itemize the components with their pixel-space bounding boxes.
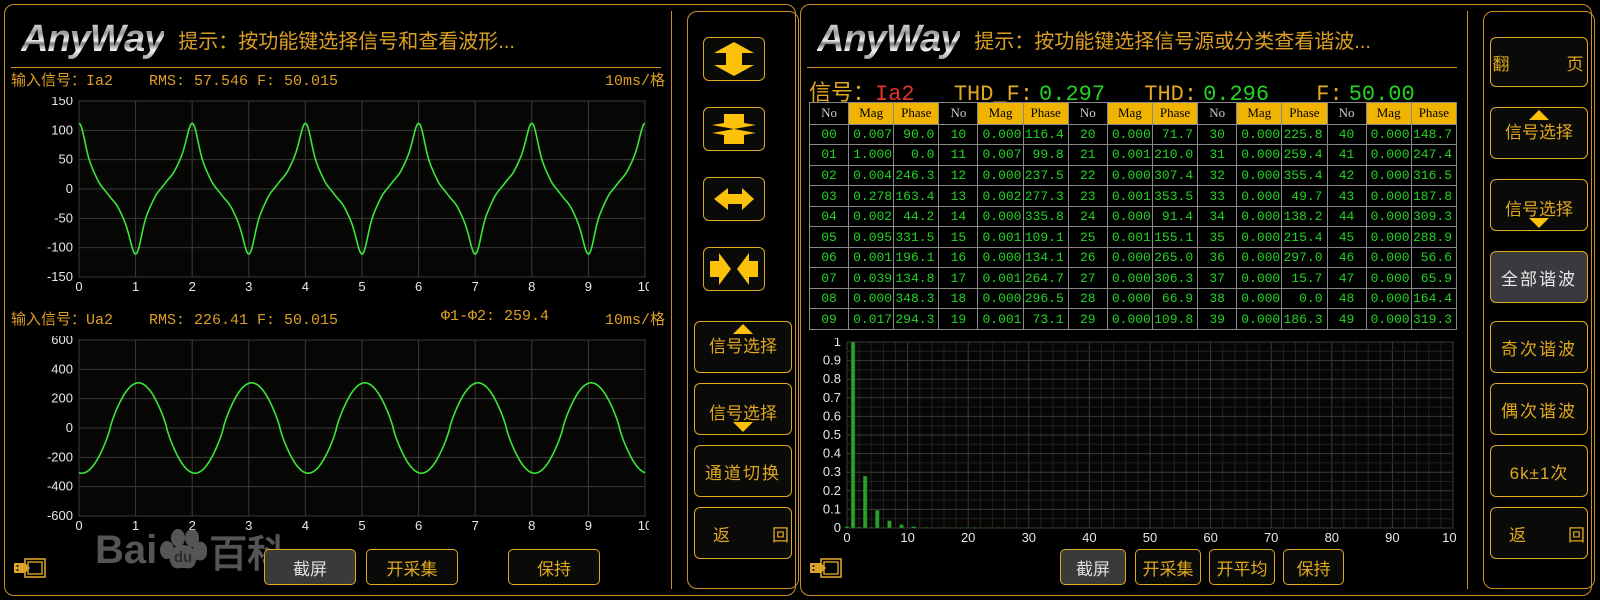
svg-text:60: 60 <box>1203 530 1217 545</box>
svg-text:50: 50 <box>1143 530 1157 545</box>
svg-text:0: 0 <box>843 530 850 545</box>
svg-text:0.4: 0.4 <box>823 446 841 461</box>
svg-text:400: 400 <box>51 361 73 376</box>
svg-text:20: 20 <box>961 530 975 545</box>
svg-text:0.5: 0.5 <box>823 427 841 442</box>
svg-text:-200: -200 <box>47 449 73 464</box>
svg-text:0: 0 <box>834 520 841 535</box>
svg-text:0: 0 <box>66 181 73 196</box>
svg-text:0.7: 0.7 <box>823 390 841 405</box>
svg-text:0: 0 <box>75 279 82 294</box>
svg-text:7: 7 <box>472 518 479 533</box>
svg-text:7: 7 <box>472 279 479 294</box>
svg-text:-50: -50 <box>54 210 73 225</box>
svg-text:10: 10 <box>900 530 914 545</box>
svg-text:10: 10 <box>638 279 649 294</box>
svg-text:100: 100 <box>51 122 73 137</box>
svg-text:0: 0 <box>66 420 73 435</box>
svg-text:6: 6 <box>415 518 422 533</box>
svg-text:0.8: 0.8 <box>823 371 841 386</box>
svg-text:100: 100 <box>1442 530 1457 545</box>
svg-text:70: 70 <box>1264 530 1278 545</box>
svg-text:0: 0 <box>75 518 82 533</box>
svg-text:-600: -600 <box>47 508 73 523</box>
svg-text:4: 4 <box>302 518 309 533</box>
svg-text:3: 3 <box>245 279 252 294</box>
svg-text:600: 600 <box>51 336 73 347</box>
svg-text:2: 2 <box>189 279 196 294</box>
svg-text:150: 150 <box>51 97 73 108</box>
svg-text:8: 8 <box>528 518 535 533</box>
svg-text:6: 6 <box>415 279 422 294</box>
svg-text:40: 40 <box>1082 530 1096 545</box>
svg-text:0.3: 0.3 <box>823 464 841 479</box>
svg-text:9: 9 <box>585 279 592 294</box>
svg-text:5: 5 <box>358 279 365 294</box>
svg-text:9: 9 <box>585 518 592 533</box>
svg-text:-150: -150 <box>47 269 73 284</box>
svg-text:5: 5 <box>358 518 365 533</box>
svg-text:1: 1 <box>834 338 841 349</box>
svg-text:1: 1 <box>132 279 139 294</box>
svg-text:0.2: 0.2 <box>823 483 841 498</box>
svg-text:30: 30 <box>1022 530 1036 545</box>
svg-text:-100: -100 <box>47 240 73 255</box>
svg-text:0.9: 0.9 <box>823 353 841 368</box>
svg-text:-400: -400 <box>47 479 73 494</box>
svg-text:8: 8 <box>528 279 535 294</box>
svg-text:10: 10 <box>638 518 649 533</box>
svg-text:4: 4 <box>302 279 309 294</box>
svg-text:200: 200 <box>51 391 73 406</box>
svg-text:80: 80 <box>1325 530 1339 545</box>
svg-text:50: 50 <box>59 152 73 167</box>
svg-text:0.1: 0.1 <box>823 501 841 516</box>
svg-text:0.6: 0.6 <box>823 408 841 423</box>
svg-text:90: 90 <box>1385 530 1399 545</box>
